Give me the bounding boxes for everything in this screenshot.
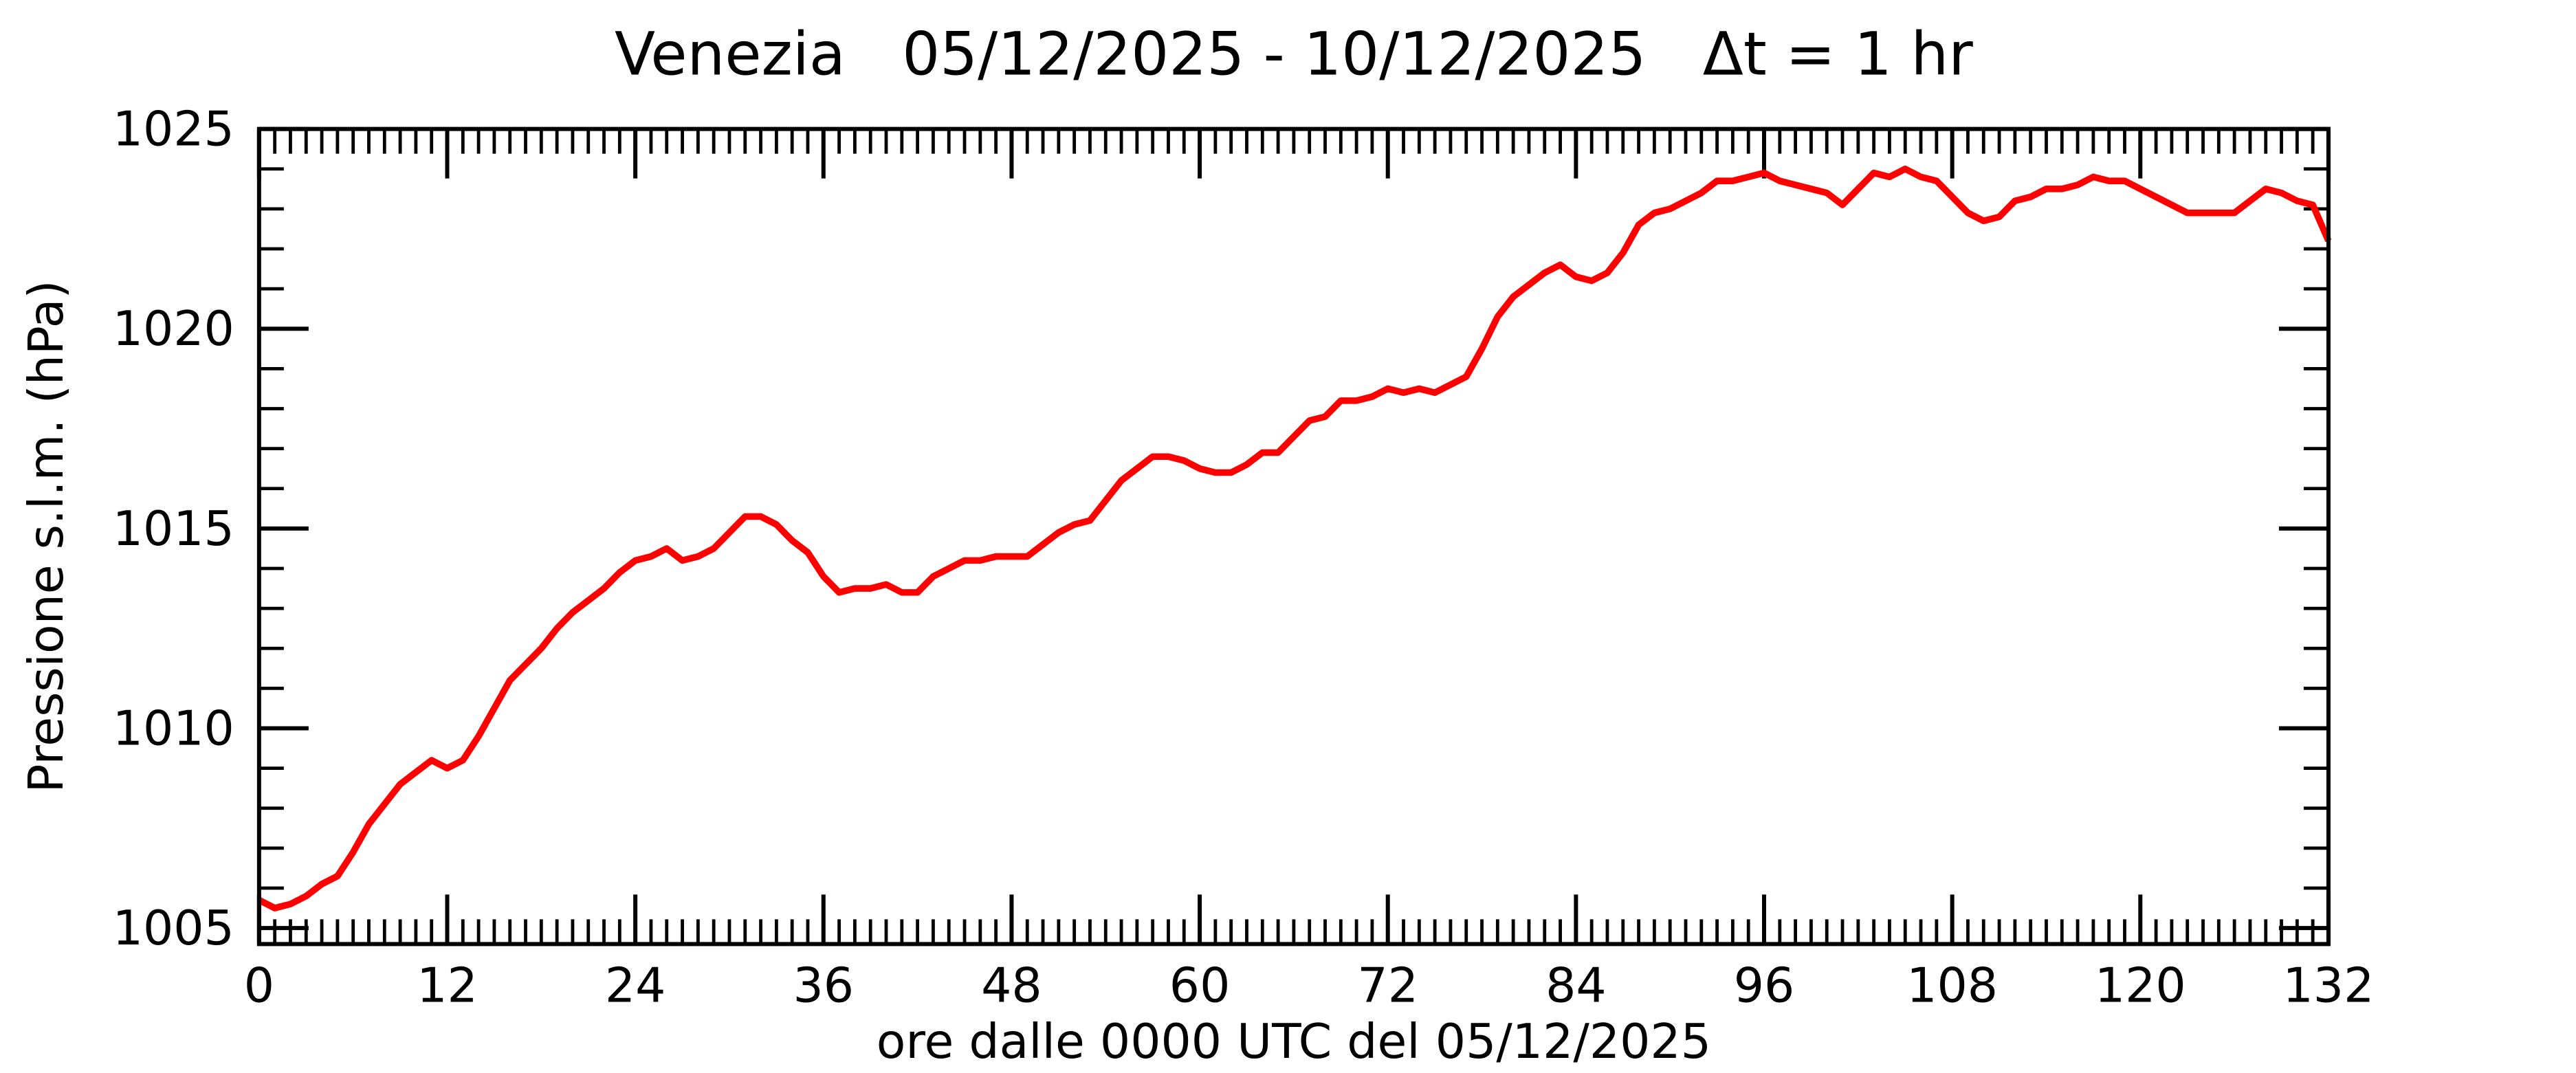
x-tick-label: 132 xyxy=(2283,958,2375,1013)
x-tick-label: 36 xyxy=(793,958,855,1013)
x-tick-label: 120 xyxy=(2095,958,2186,1013)
y-tick-label: 1015 xyxy=(113,501,234,557)
x-tick-label: 24 xyxy=(605,958,666,1013)
x-tick-label: 84 xyxy=(1545,958,1607,1013)
x-tick-label: 60 xyxy=(1169,958,1231,1013)
y-tick-label: 1020 xyxy=(113,301,234,357)
x-tick-label: 108 xyxy=(1906,958,1998,1013)
x-tick-label: 48 xyxy=(981,958,1042,1013)
chart-title: Venezia 05/12/2025 - 10/12/2025 Δt = 1 h… xyxy=(615,20,1973,89)
y-tick-label: 1005 xyxy=(113,900,234,956)
y-tick-label: 1010 xyxy=(113,701,234,757)
x-tick-label: 72 xyxy=(1357,958,1418,1013)
plot-frame xyxy=(256,126,2331,947)
data-line xyxy=(257,165,2332,911)
x-axis-label: ore dalle 0000 UTC del 05/12/2025 xyxy=(877,1014,1711,1070)
x-tick-label: 12 xyxy=(417,958,478,1013)
x-tick-label: 0 xyxy=(244,958,274,1013)
x-tick-label: 96 xyxy=(1734,958,1795,1013)
y-axis-label: Pressione s.l.m. (hPa) xyxy=(19,280,74,793)
y-tick-label: 1025 xyxy=(113,102,234,157)
